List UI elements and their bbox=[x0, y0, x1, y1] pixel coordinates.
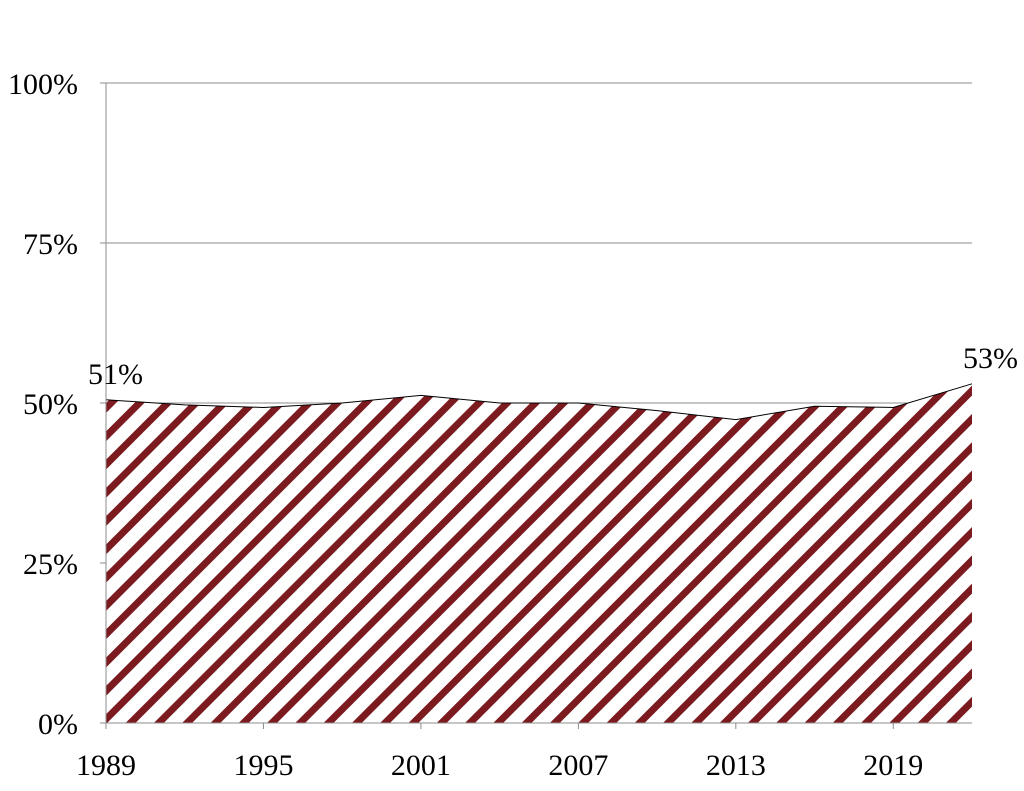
axes bbox=[100, 82, 972, 729]
y-axis-tick-labels: 0% 25% 50% 75% 100% bbox=[8, 68, 78, 741]
x-axis-tick-labels: 1989 1995 2001 2007 2013 2019 bbox=[76, 749, 923, 782]
data-labels: 51% 53% bbox=[88, 342, 1018, 391]
x-tick-label: 2007 bbox=[548, 749, 608, 782]
x-tick-label: 2019 bbox=[863, 749, 923, 782]
y-tick-label: 25% bbox=[23, 548, 78, 581]
y-tick-label: 100% bbox=[8, 68, 78, 101]
y-tick-label: 0% bbox=[38, 708, 78, 741]
x-tick-label: 2001 bbox=[391, 749, 451, 782]
area-top-line bbox=[105, 383, 973, 421]
x-tick-label: 2013 bbox=[706, 749, 766, 782]
x-tick-label: 1989 bbox=[76, 749, 136, 782]
y-tick-label: 75% bbox=[23, 228, 78, 261]
data-label: 51% bbox=[88, 358, 143, 391]
area-series bbox=[105, 383, 973, 723]
x-tick-label: 1995 bbox=[233, 749, 293, 782]
y-tick-label: 50% bbox=[23, 388, 78, 421]
area-fill bbox=[106, 383, 972, 723]
data-label: 53% bbox=[963, 342, 1018, 375]
